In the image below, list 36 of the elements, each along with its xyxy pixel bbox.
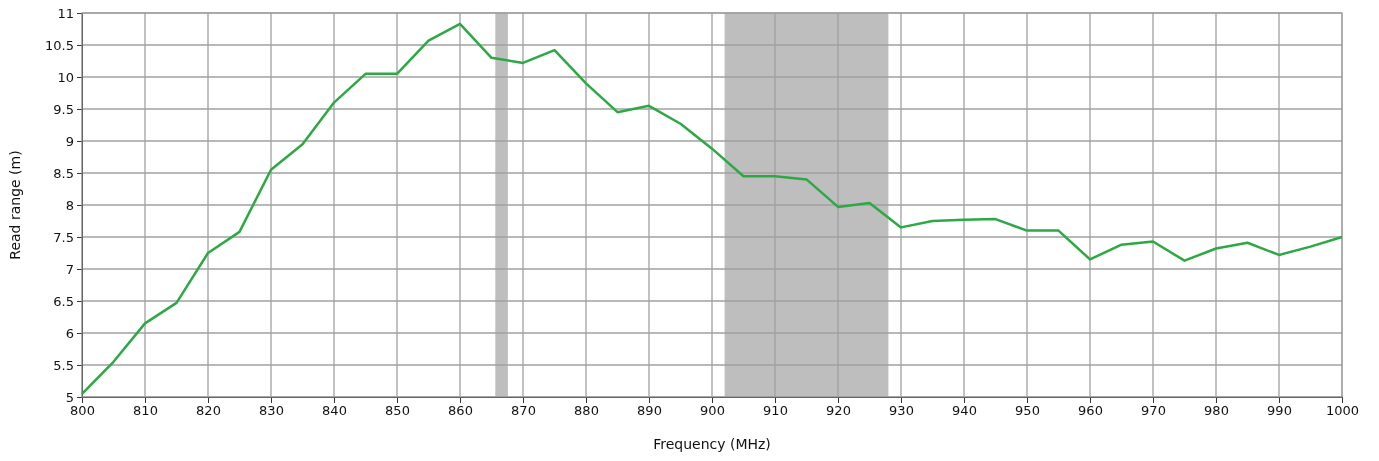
x-tick-label: 800 <box>70 403 95 419</box>
x-tick-label: 910 <box>763 403 788 419</box>
x-tick-label: 980 <box>1204 403 1229 419</box>
y-tick-label: 6 <box>65 325 74 341</box>
x-tick-label: 970 <box>1141 403 1166 419</box>
y-tick-label: 9 <box>65 133 74 149</box>
x-tick-label: 880 <box>574 403 599 419</box>
x-tick-label: 920 <box>826 403 851 419</box>
x-tick-label: 850 <box>385 403 410 419</box>
y-tick-label: 10.5 <box>45 37 74 53</box>
y-tick-label: 11 <box>57 5 74 21</box>
x-tick-label: 940 <box>952 403 977 419</box>
x-tick-label: 960 <box>1078 403 1103 419</box>
y-tick-label: 8.5 <box>53 165 74 181</box>
x-tick-label: 810 <box>133 403 158 419</box>
x-tick-label: 830 <box>259 403 284 419</box>
y-tick-label: 10 <box>57 69 74 85</box>
y-tick-label: 7.5 <box>53 229 74 245</box>
x-tick-label: 930 <box>889 403 914 419</box>
x-tick-label: 820 <box>196 403 221 419</box>
x-tick-label: 950 <box>1015 403 1040 419</box>
x-tick-label: 890 <box>637 403 662 419</box>
y-tick-label: 5 <box>65 389 74 405</box>
x-tick-label: 1000 <box>1325 403 1360 419</box>
y-tick-label: 9.5 <box>53 101 74 117</box>
x-tick-label: 840 <box>322 403 347 419</box>
y-tick-label: 7 <box>65 261 74 277</box>
y-tick-label: 6.5 <box>53 293 74 309</box>
x-tick-label: 990 <box>1267 403 1292 419</box>
x-tick-label: 860 <box>448 403 473 419</box>
x-tick-label: 900 <box>700 403 725 419</box>
y-tick-label: 8 <box>65 197 74 213</box>
y-axis-title: Read range (m) <box>7 150 23 260</box>
x-axis-title: Frequency (MHz) <box>653 436 771 452</box>
x-tick-label: 870 <box>511 403 536 419</box>
y-tick-label: 5.5 <box>53 357 74 373</box>
